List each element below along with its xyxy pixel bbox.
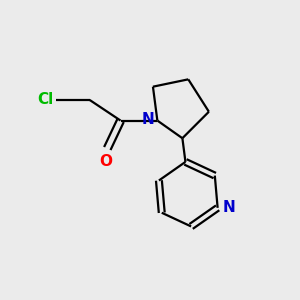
Text: N: N <box>142 112 154 127</box>
Text: Cl: Cl <box>37 92 53 107</box>
Text: N: N <box>223 200 236 215</box>
Text: O: O <box>99 154 112 169</box>
